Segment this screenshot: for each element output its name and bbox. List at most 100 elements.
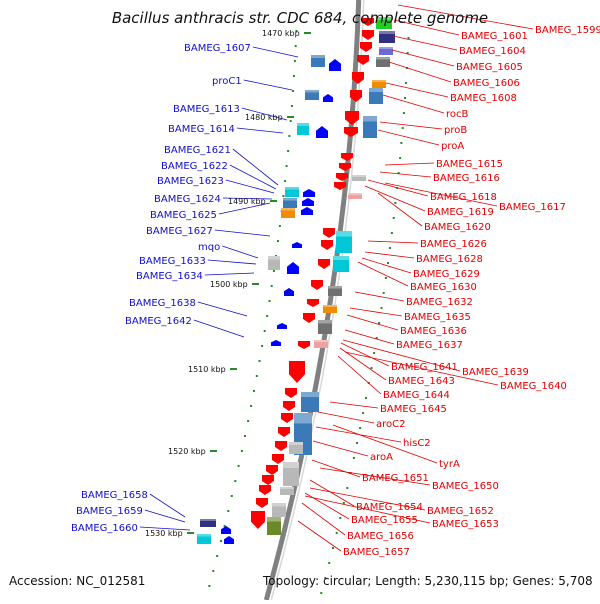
gene-feature-box — [352, 175, 366, 181]
right-leader-line — [391, 49, 455, 67]
left-leader-line — [252, 46, 299, 58]
track-dot — [384, 277, 387, 279]
kbp-tick-label: 1520 kbp — [168, 447, 206, 456]
tick-dot-track — [208, 30, 410, 594]
left-gene-label: BAMEG_1638 — [129, 298, 196, 309]
track-dot — [324, 577, 327, 579]
kbp-tick-label: 1480 kbp — [245, 113, 283, 122]
right-gene-label: BAMEG_1608 — [450, 93, 517, 104]
left-gene-label: BAMEG_1614 — [168, 124, 235, 135]
gene-arrow — [278, 427, 290, 437]
gene-arrow — [272, 454, 284, 464]
right-gene-label: tyrA — [439, 459, 460, 470]
right-gene-label: BAMEG_1641 — [391, 362, 458, 373]
right-leader-line — [344, 329, 395, 345]
track-dot — [362, 412, 365, 414]
gene-arrow — [316, 126, 328, 138]
left-leader-line — [204, 272, 255, 276]
gene-arrow — [287, 262, 299, 274]
gene-feature-box — [281, 208, 295, 218]
gene-feature-box — [268, 256, 280, 270]
kbp-tick-mark — [230, 368, 237, 370]
right-gene-label: aroA — [370, 452, 393, 463]
gene-arrow — [256, 498, 268, 508]
gene-arrow — [336, 173, 348, 181]
right-gene-label: BAMEG_1636 — [400, 326, 467, 337]
label-leader-lines — [139, 4, 534, 552]
right-leader-line — [311, 459, 361, 478]
right-leader-line — [297, 520, 342, 552]
gene-arrow — [284, 288, 294, 296]
left-leader-line — [222, 245, 259, 259]
track-dot — [352, 457, 355, 459]
track-dot — [320, 592, 323, 594]
kbp-tick-label: 1470 kbp — [262, 29, 300, 38]
track-dot — [268, 300, 271, 302]
gene-feature-box — [376, 17, 392, 29]
right-gene-label: BAMEG_1637 — [396, 340, 463, 351]
right-gene-label: BAMEG_1651 — [362, 473, 429, 484]
gene-feature-box — [379, 47, 393, 55]
genome-backbone — [263, 0, 362, 601]
gene-arrow — [262, 475, 274, 485]
track-dot — [402, 112, 405, 114]
track-dot — [401, 127, 404, 129]
gene-arrow — [362, 18, 374, 26]
left-leader-line — [229, 164, 277, 190]
right-leader-line — [354, 291, 405, 302]
right-gene-label: aroC2 — [376, 419, 405, 430]
left-gene-label: BAMEG_1660 — [71, 523, 138, 534]
gene-feature-box — [323, 305, 337, 313]
gene-feature-highlight — [369, 88, 383, 92]
track-dot — [234, 480, 237, 482]
left-leader-line — [236, 127, 284, 134]
gene-feature-highlight — [376, 57, 390, 60]
right-leader-line — [329, 401, 379, 409]
gene-arrow — [318, 259, 330, 269]
track-dot — [292, 90, 294, 92]
left-leader-line — [232, 148, 279, 186]
left-leader-line — [207, 259, 257, 265]
left-leader-line — [193, 319, 245, 338]
track-dot — [359, 427, 362, 429]
track-dot — [328, 562, 331, 564]
left-leader-line — [222, 197, 273, 200]
gene-feature-highlight — [323, 305, 337, 307]
gene-feature-box — [348, 193, 362, 199]
left-leader-line — [241, 107, 288, 121]
gene-feature-box — [280, 487, 294, 495]
right-gene-label: BAMEG_1617 — [499, 202, 566, 213]
right-leader-line — [367, 240, 419, 244]
left-gene-label: BAMEG_1623 — [157, 176, 224, 187]
kbp-tick-mark — [252, 283, 259, 285]
gene-feature-box — [314, 340, 328, 348]
kbp-tick-label: 1500 kbp — [210, 280, 248, 289]
right-gene-label: BAMEG_1652 — [427, 506, 494, 517]
kbp-tick-mark — [287, 116, 294, 118]
left-leader-line — [218, 202, 271, 215]
gene-feature-highlight — [267, 517, 281, 522]
left-gene-label: BAMEG_1625 — [150, 210, 217, 221]
kbp-tick-mark — [270, 200, 277, 202]
gene-arrow — [259, 485, 271, 495]
gene-arrow — [323, 228, 335, 238]
right-gene-label: BAMEG_1619 — [427, 207, 494, 218]
track-dot — [284, 180, 287, 182]
right-leader-line — [382, 94, 445, 114]
track-dot — [375, 337, 378, 339]
track-dot — [289, 120, 292, 122]
right-gene-label: BAMEG_1653 — [432, 519, 499, 530]
left-leader-line — [144, 509, 186, 523]
gene-arrow — [339, 163, 351, 171]
left-gene-label: BAMEG_1607 — [184, 43, 251, 54]
right-leader-line — [309, 487, 426, 511]
gene-feature-highlight — [336, 231, 352, 237]
left-gene-label: BAMEG_1613 — [173, 104, 240, 115]
track-dot — [294, 45, 297, 47]
right-gene-label: BAMEG_1640 — [500, 381, 567, 392]
track-dot — [380, 307, 383, 309]
gene-feature-highlight — [379, 31, 395, 34]
track-dot — [400, 142, 403, 144]
right-leader-line — [379, 171, 432, 178]
